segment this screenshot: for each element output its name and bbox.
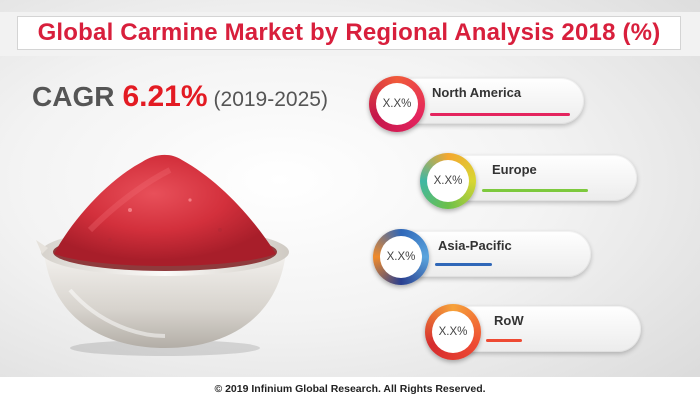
region-value-europe: X.X% <box>433 175 463 187</box>
region-bar-europe <box>482 189 588 192</box>
region-bar-north-america <box>430 113 570 116</box>
cagr-label: CAGR <box>32 81 115 112</box>
region-label-row: RoW <box>494 313 524 328</box>
cagr-period: (2019-2025) <box>213 88 328 111</box>
region-ring-north-america: X.X% <box>369 76 425 132</box>
title-box: Global Carmine Market by Regional Analys… <box>17 16 681 50</box>
region-bar-row <box>486 339 522 342</box>
footer: © 2019 Infinium Global Research. All Rig… <box>0 377 700 400</box>
page-title: Global Carmine Market by Regional Analys… <box>37 19 661 46</box>
cagr-block: CAGR 6.21% (2019-2025) <box>32 80 328 114</box>
region-label-europe: Europe <box>492 162 537 177</box>
region-value-asia-pacific: X.X% <box>386 251 416 263</box>
region-ring-row: X.X% <box>425 304 481 360</box>
region-ring-asia-pacific: X.X% <box>373 229 429 285</box>
region-value-row: X.X% <box>438 326 468 338</box>
copyright-text: © 2019 Infinium Global Research. All Rig… <box>214 382 486 395</box>
carmine-bowl-image <box>36 154 289 356</box>
region-label-asia-pacific: Asia-Pacific <box>438 238 512 253</box>
region-label-north-america: North America <box>432 85 522 100</box>
region-bar-asia-pacific <box>435 263 492 266</box>
region-ring-europe: X.X% <box>420 153 476 209</box>
region-value-north-america: X.X% <box>382 98 412 110</box>
cagr-value: 6.21% <box>122 80 208 113</box>
